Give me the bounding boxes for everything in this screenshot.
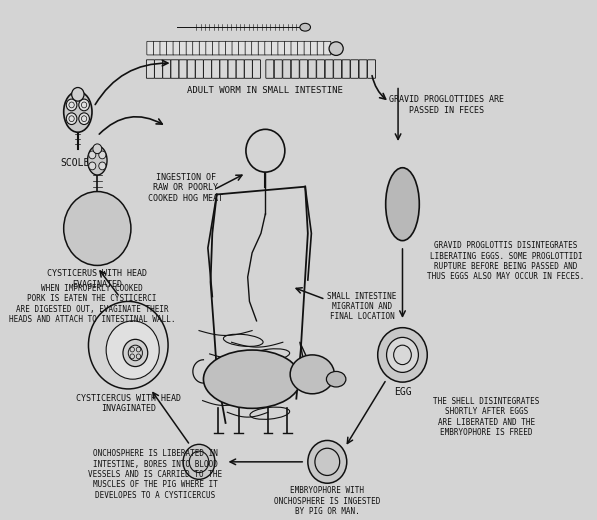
Circle shape	[93, 144, 101, 153]
FancyBboxPatch shape	[342, 60, 350, 79]
FancyBboxPatch shape	[317, 41, 324, 55]
FancyBboxPatch shape	[212, 60, 220, 79]
FancyBboxPatch shape	[199, 41, 207, 55]
FancyBboxPatch shape	[310, 41, 318, 55]
FancyBboxPatch shape	[153, 41, 161, 55]
FancyBboxPatch shape	[274, 60, 282, 79]
Text: WHEN IMPROPERLY COOKED
PORK IS EATEN THE CYSTICERCI
ARE DIGESTED OUT, EVAGINATE : WHEN IMPROPERLY COOKED PORK IS EATEN THE…	[9, 284, 176, 324]
Circle shape	[106, 321, 159, 379]
FancyBboxPatch shape	[204, 60, 211, 79]
FancyBboxPatch shape	[244, 60, 253, 79]
FancyBboxPatch shape	[308, 60, 316, 79]
FancyBboxPatch shape	[206, 41, 213, 55]
FancyBboxPatch shape	[265, 41, 272, 55]
Circle shape	[89, 162, 96, 170]
Ellipse shape	[64, 92, 92, 132]
Circle shape	[66, 113, 77, 124]
FancyBboxPatch shape	[226, 41, 233, 55]
Text: ADULT WORM IN SMALL INTESTINE: ADULT WORM IN SMALL INTESTINE	[187, 86, 343, 95]
FancyBboxPatch shape	[160, 41, 167, 55]
FancyBboxPatch shape	[253, 60, 260, 79]
Text: CYSTICERCUS WITH HEAD
INVAGINATED: CYSTICERCUS WITH HEAD INVAGINATED	[76, 394, 181, 413]
FancyBboxPatch shape	[173, 41, 180, 55]
FancyBboxPatch shape	[252, 41, 259, 55]
FancyBboxPatch shape	[278, 41, 285, 55]
FancyBboxPatch shape	[186, 41, 193, 55]
Ellipse shape	[329, 42, 343, 56]
FancyBboxPatch shape	[179, 60, 187, 79]
FancyBboxPatch shape	[228, 60, 236, 79]
Text: ONCHOSPHERE IS LIBERATED IN
INTESTINE, BORES INTO BLOOD
VESSELS AND IS CARRIED T: ONCHOSPHERE IS LIBERATED IN INTESTINE, B…	[88, 449, 223, 500]
Ellipse shape	[327, 371, 346, 387]
FancyBboxPatch shape	[300, 60, 307, 79]
Text: EGG: EGG	[393, 387, 411, 397]
FancyBboxPatch shape	[239, 41, 245, 55]
FancyBboxPatch shape	[316, 60, 325, 79]
FancyBboxPatch shape	[266, 60, 274, 79]
FancyBboxPatch shape	[259, 41, 265, 55]
Circle shape	[64, 191, 131, 265]
FancyBboxPatch shape	[368, 60, 376, 79]
FancyBboxPatch shape	[291, 60, 299, 79]
FancyBboxPatch shape	[284, 41, 291, 55]
Text: THE SHELL DISINTEGRATES
SHORTLY AFTER EGGS
ARE LIBERATED AND THE
EMBRYOPHORE IS : THE SHELL DISINTEGRATES SHORTLY AFTER EG…	[433, 397, 540, 437]
Ellipse shape	[386, 168, 419, 241]
FancyBboxPatch shape	[193, 41, 200, 55]
FancyBboxPatch shape	[304, 41, 311, 55]
Circle shape	[123, 340, 147, 367]
FancyBboxPatch shape	[272, 41, 278, 55]
Text: CYSTICERUS WITH HEAD
EVAGINATED: CYSTICERUS WITH HEAD EVAGINATED	[47, 269, 147, 289]
FancyBboxPatch shape	[236, 60, 244, 79]
Circle shape	[99, 162, 106, 170]
FancyBboxPatch shape	[283, 60, 291, 79]
FancyBboxPatch shape	[180, 41, 187, 55]
Circle shape	[308, 440, 347, 483]
FancyBboxPatch shape	[232, 41, 239, 55]
FancyBboxPatch shape	[147, 41, 154, 55]
FancyBboxPatch shape	[291, 41, 298, 55]
Ellipse shape	[300, 23, 310, 31]
FancyBboxPatch shape	[220, 60, 228, 79]
FancyBboxPatch shape	[187, 60, 195, 79]
FancyBboxPatch shape	[325, 60, 333, 79]
Text: SMALL INTESTINE
MIGRATION AND
FINAL LOCATION: SMALL INTESTINE MIGRATION AND FINAL LOCA…	[327, 292, 396, 321]
Ellipse shape	[204, 350, 301, 408]
Circle shape	[183, 445, 215, 479]
FancyBboxPatch shape	[334, 60, 341, 79]
FancyBboxPatch shape	[155, 60, 162, 79]
Circle shape	[246, 129, 285, 172]
Ellipse shape	[88, 146, 107, 175]
Text: GRAVID PROGLOTTIDES ARE
PASSED IN FECES: GRAVID PROGLOTTIDES ARE PASSED IN FECES	[389, 95, 504, 115]
FancyBboxPatch shape	[219, 41, 226, 55]
Circle shape	[79, 113, 90, 124]
FancyBboxPatch shape	[167, 41, 174, 55]
FancyBboxPatch shape	[146, 60, 155, 79]
Circle shape	[66, 99, 77, 111]
FancyBboxPatch shape	[350, 60, 359, 79]
FancyBboxPatch shape	[359, 60, 367, 79]
Circle shape	[99, 151, 106, 159]
Circle shape	[387, 337, 418, 372]
Text: INGESTION OF
RAW OR POORLY
COOKED HOG MEAT: INGESTION OF RAW OR POORLY COOKED HOG ME…	[148, 173, 223, 203]
Circle shape	[89, 151, 96, 159]
Circle shape	[378, 328, 427, 382]
FancyBboxPatch shape	[245, 41, 252, 55]
Text: SCOLEX: SCOLEX	[60, 159, 96, 168]
Text: EMBRYOPHORE WITH
ONCHOSPHERE IS INGESTED
BY PIG OR MAN.: EMBRYOPHORE WITH ONCHOSPHERE IS INGESTED…	[274, 486, 380, 516]
Text: GRAVID PROGLOTTIS DISINTEGRATES
LIBERATING EGGS. SOME PROGLOTTIDI
RUPTURE BEFORE: GRAVID PROGLOTTIS DISINTEGRATES LIBERATI…	[427, 241, 584, 281]
FancyBboxPatch shape	[171, 60, 179, 79]
Circle shape	[72, 87, 84, 101]
FancyBboxPatch shape	[297, 41, 304, 55]
Circle shape	[79, 99, 90, 111]
Ellipse shape	[290, 355, 334, 394]
FancyBboxPatch shape	[213, 41, 220, 55]
FancyBboxPatch shape	[163, 60, 171, 79]
FancyBboxPatch shape	[195, 60, 204, 79]
FancyBboxPatch shape	[324, 41, 331, 55]
